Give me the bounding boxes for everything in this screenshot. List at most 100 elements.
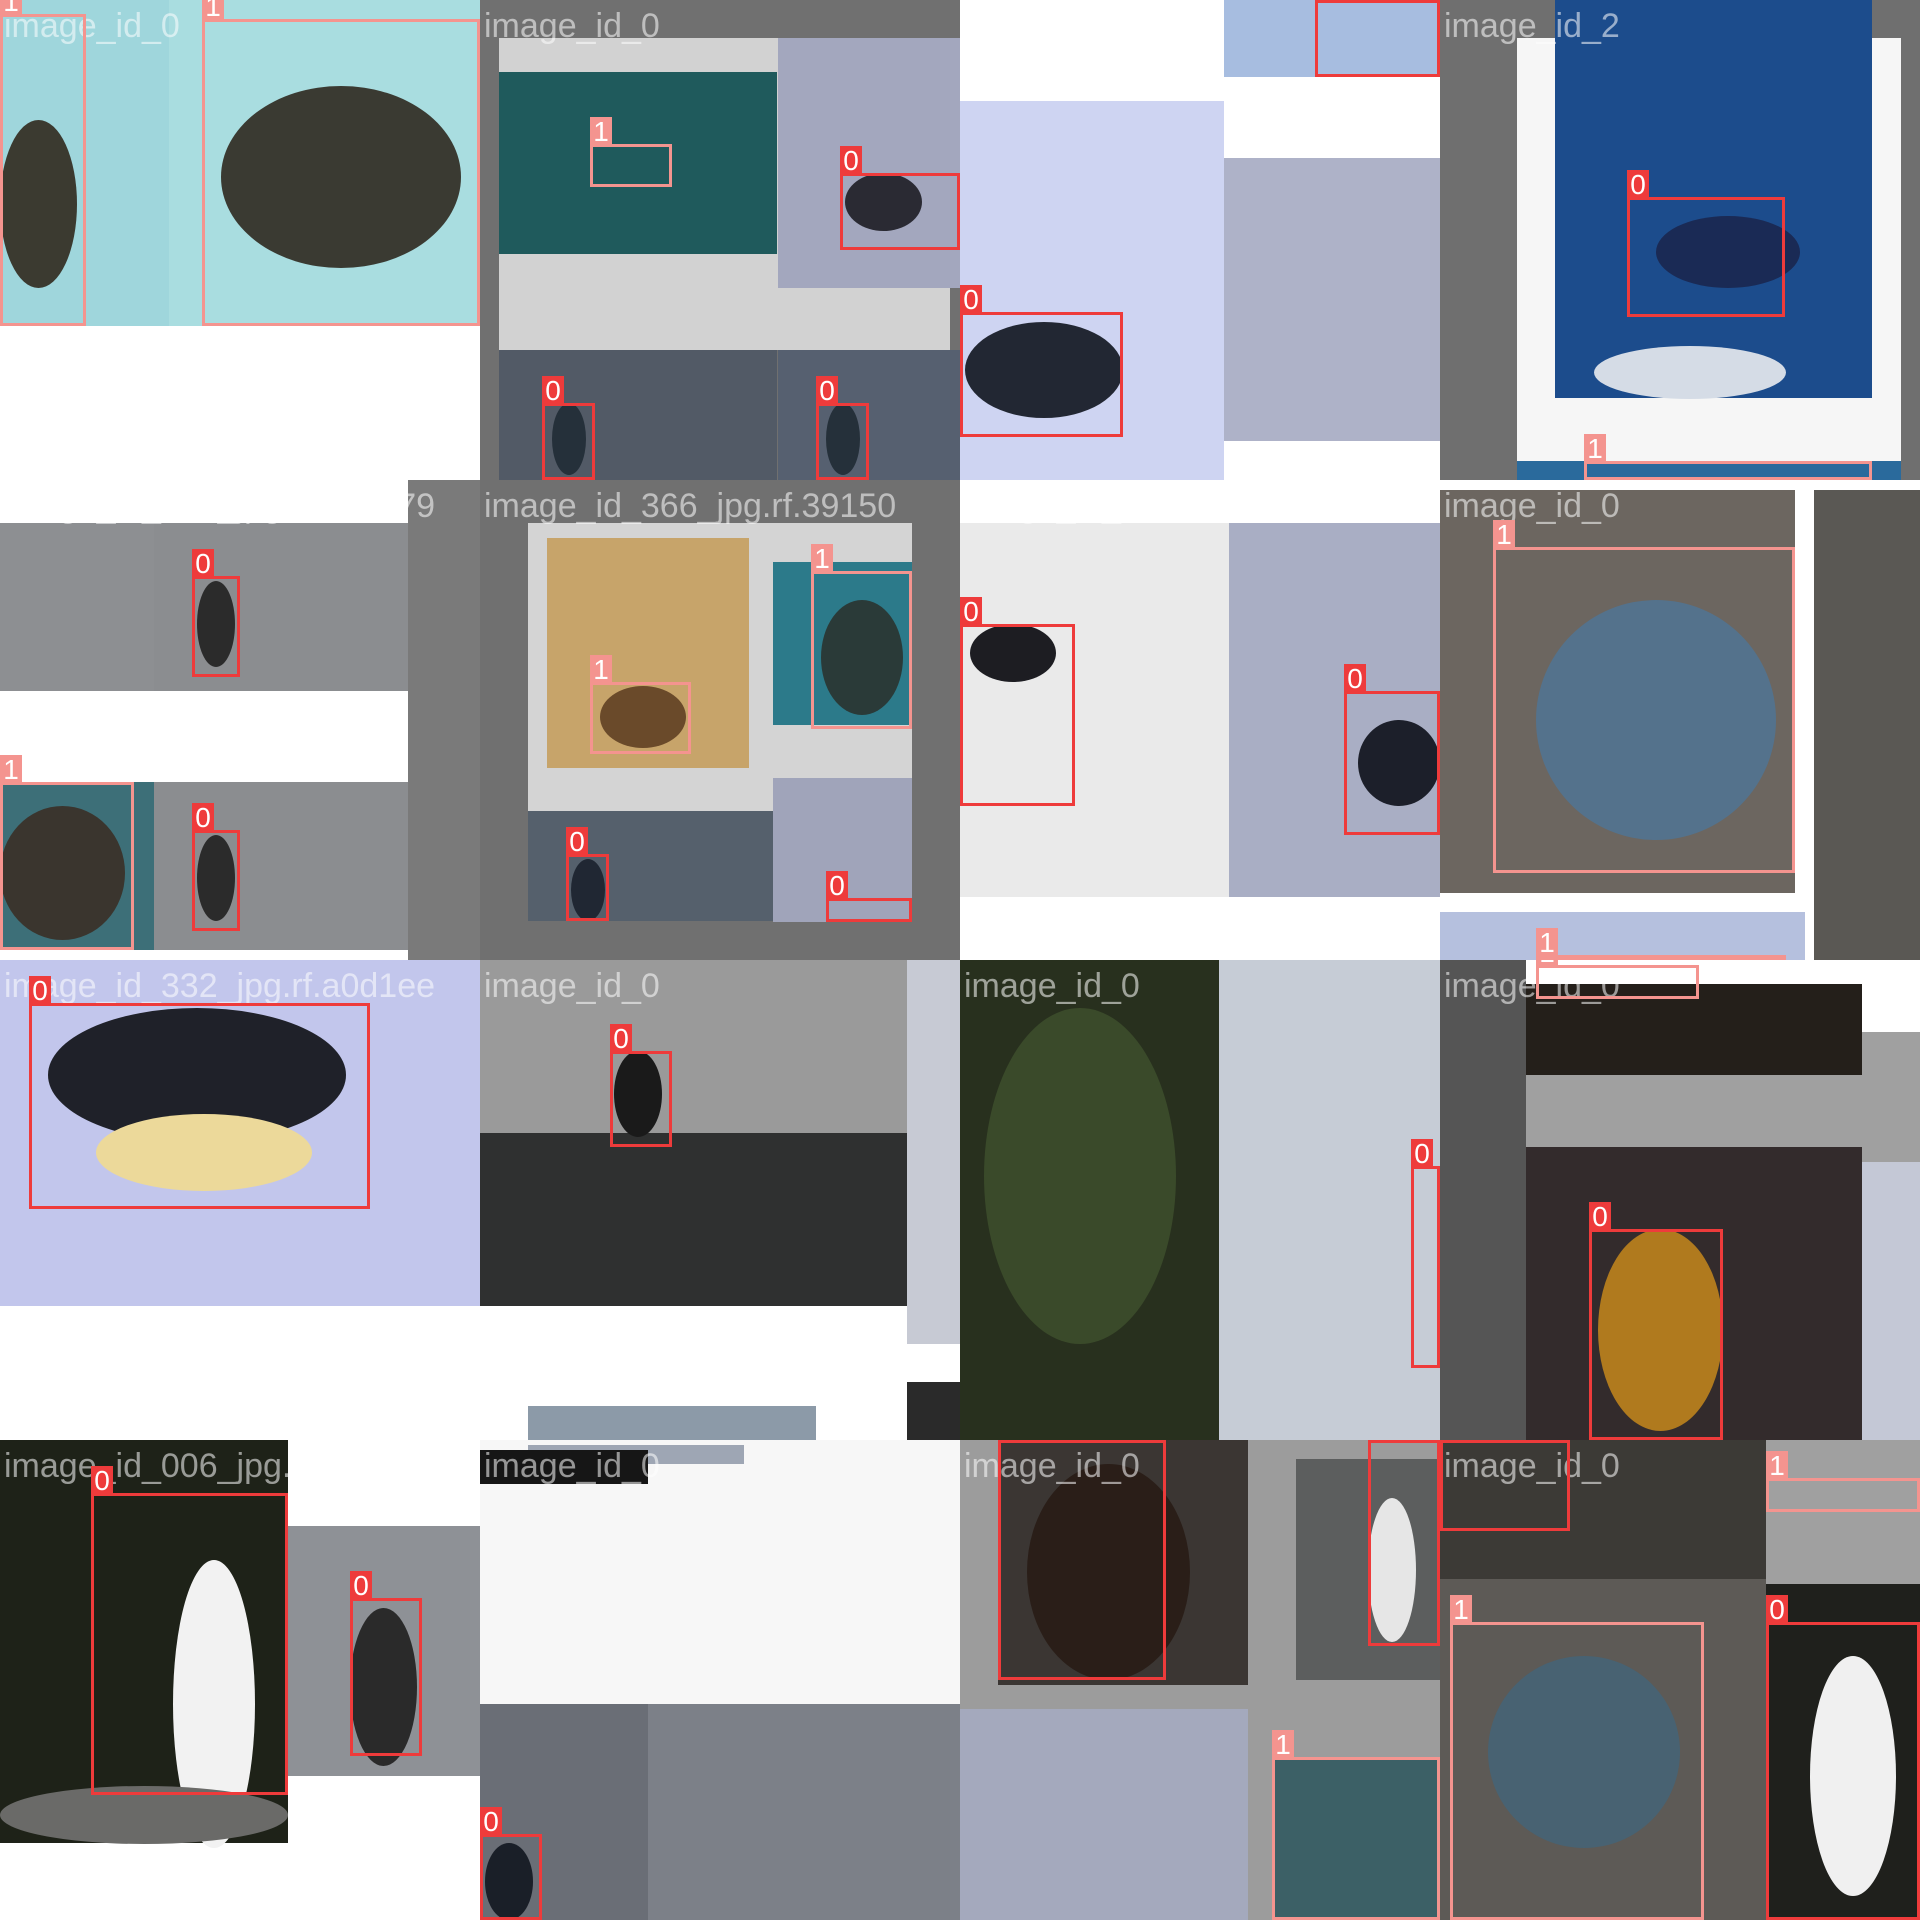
bounding-box-class-0: 0 xyxy=(192,803,240,931)
bounding-box-class-0: 0 xyxy=(350,1571,422,1756)
bounding-box-class-0: 0 xyxy=(1315,0,1440,77)
class-label: 0 xyxy=(998,1440,1020,1443)
bounding-box-class-1: 1 xyxy=(1450,1595,1704,1920)
subject-shape xyxy=(0,1786,288,1844)
tile-13: 0 0 image_id_006_jpg.rf.1bc0c4 xyxy=(0,1440,480,1920)
bounding-box-class-0: 0 xyxy=(1440,1440,1570,1531)
class-label: 0 xyxy=(1440,1440,1462,1443)
image-filename: image_id_0 xyxy=(964,487,1140,525)
class-label: 0 xyxy=(1344,664,1366,694)
class-label: 1 xyxy=(1766,1451,1788,1481)
image-panel xyxy=(480,1133,907,1306)
image-panel xyxy=(499,72,777,254)
bounding-box-class-0: 0 xyxy=(960,285,1123,437)
image-panel xyxy=(778,38,960,288)
image-panel xyxy=(1526,984,1862,1075)
subject-shape xyxy=(1368,1498,1416,1642)
bounding-box-class-0: 0 xyxy=(1589,1202,1723,1440)
subject-shape xyxy=(1810,1656,1896,1896)
subject-shape xyxy=(571,859,605,921)
class-label: 0 xyxy=(1411,1139,1433,1169)
subject-shape xyxy=(197,581,235,667)
tile-1: 1 1 image_id_0 xyxy=(0,0,480,480)
image-filename: image_id_0 xyxy=(964,7,1140,45)
image-panel xyxy=(499,350,777,480)
class-label: 1 xyxy=(1584,434,1606,464)
bounding-box-class-0: 0 xyxy=(610,1024,672,1147)
bounding-box-class-1: 1 xyxy=(202,0,480,326)
bounding-box-class-0: 0 xyxy=(1368,1440,1440,1646)
bounding-box-class-0: 0 xyxy=(1344,664,1440,835)
subject-shape xyxy=(1027,1464,1190,1680)
subject-shape xyxy=(1358,720,1440,806)
tile-10: 0 image_id_0 xyxy=(480,960,960,1440)
subject-shape xyxy=(485,1843,533,1920)
subject-shape xyxy=(821,600,903,715)
bounding-box-class-1: 1 xyxy=(1493,520,1795,873)
class-label: 0 xyxy=(350,1571,372,1601)
tile-14: 0 image_id_0 xyxy=(480,1440,960,1920)
subject-shape xyxy=(350,1608,417,1766)
subject-shape xyxy=(984,1008,1176,1344)
subject-shape xyxy=(552,403,586,475)
class-label: 0 xyxy=(566,827,588,857)
class-label: 0 xyxy=(192,549,214,579)
image-panel xyxy=(648,1704,960,1920)
subject-shape xyxy=(600,686,686,748)
class-label: 0 xyxy=(816,376,838,406)
image-filename: image_id_366_jpg.rf.39150 xyxy=(484,487,897,525)
bounding-box-class-0: 0 xyxy=(91,1466,288,1795)
class-label: 0 xyxy=(610,1024,632,1054)
subject-shape xyxy=(96,1114,312,1191)
bounding-box-class-1: 1 xyxy=(0,755,134,950)
class-label: 0 xyxy=(1766,1595,1788,1625)
bounding-box-class-1: 1 xyxy=(1272,1730,1440,1920)
image-panel xyxy=(1517,461,1901,480)
bounding-box-class-1: 1 xyxy=(590,655,691,754)
class-label: 1 xyxy=(0,755,22,785)
tile-9: 0 image_id_332_jpg.rf.a0d1ee xyxy=(0,960,480,1440)
image-panel xyxy=(480,960,907,1133)
tile-8: 1 1 image_id_0 xyxy=(1440,480,1920,960)
class-label: 0 xyxy=(826,871,848,901)
class-label: 1 xyxy=(590,655,612,685)
bounding-box-class-1: 1 xyxy=(1536,960,1699,999)
bounding-box-class-0: 0 xyxy=(566,827,609,921)
image-panel xyxy=(408,480,480,960)
subject-shape xyxy=(1594,346,1786,399)
image-panel xyxy=(1440,960,1526,1440)
subject-shape xyxy=(197,835,235,921)
bounding-box-class-0: 0 xyxy=(960,597,1075,806)
class-label: 0 xyxy=(192,803,214,833)
image-panel xyxy=(0,523,154,691)
class-label: 0 xyxy=(480,1807,502,1837)
image-panel xyxy=(1219,960,1440,1440)
image-panel xyxy=(1272,1757,1440,1920)
class-label: 0 xyxy=(1315,0,1337,3)
class-label: 1 xyxy=(1536,928,1558,958)
tile-5: 0 1 0 image_id_346_jpg.rf.93b479 xyxy=(0,480,480,960)
class-label: 0 xyxy=(960,597,982,627)
subject-shape xyxy=(0,806,125,940)
image-panel xyxy=(960,101,1224,480)
class-label: 1 xyxy=(811,544,833,574)
class-label: 0 xyxy=(1368,1440,1390,1443)
class-label: 0 xyxy=(960,285,982,315)
bounding-box-class-0: 0 xyxy=(542,376,595,480)
tile-3: 0 0 image_id_0 xyxy=(960,0,1440,480)
tile-4: 0 1 image_id_2 xyxy=(1440,0,1920,480)
image-panel xyxy=(1440,1440,1766,1579)
bounding-box-class-0: 0 xyxy=(1411,1139,1440,1368)
class-label: 0 xyxy=(1627,170,1649,200)
image-panel xyxy=(480,1450,648,1484)
subject-shape xyxy=(965,322,1123,418)
bounding-box-class-1: 1 xyxy=(590,117,672,187)
bounding-box-class-0: 0 xyxy=(826,871,912,922)
class-label: 1 xyxy=(1450,1595,1472,1625)
bounding-box-class-0: 0 xyxy=(1627,170,1785,317)
image-panel xyxy=(1766,1440,1920,1584)
class-label: 0 xyxy=(542,376,564,406)
